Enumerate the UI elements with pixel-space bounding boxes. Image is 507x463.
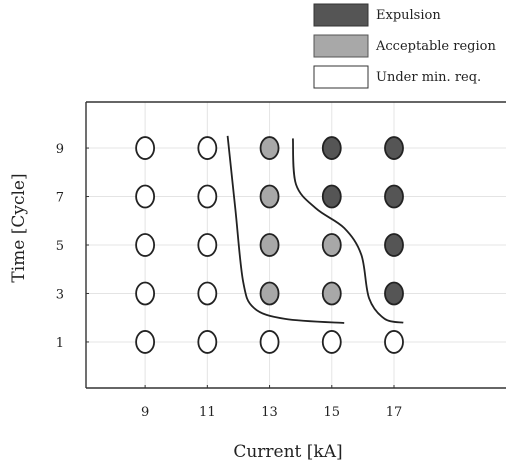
legend-item-under: Under min. req. xyxy=(313,65,481,89)
legend-label-acceptable: Acceptable region xyxy=(375,39,496,54)
data-point-acceptable xyxy=(259,233,280,257)
y-tick-label: 9 xyxy=(56,142,64,157)
data-point-under xyxy=(135,184,156,209)
y-tick-label: 5 xyxy=(56,239,64,254)
data-point-under xyxy=(384,330,404,354)
data-point-under xyxy=(135,233,156,257)
y-tick-label: 7 xyxy=(56,191,64,206)
boundary-curves xyxy=(226,135,404,324)
x-tick-label: 17 xyxy=(386,405,403,420)
x-tick-label: 13 xyxy=(261,405,278,420)
legend-label-expulsion: Expulsion xyxy=(376,8,441,23)
legend-label-under: Under min. req. xyxy=(376,70,481,85)
data-point-under xyxy=(135,281,156,306)
data-point-acceptable xyxy=(321,233,342,257)
x-tick-label: 11 xyxy=(199,405,216,420)
legend-item-acceptable: Acceptable region xyxy=(313,34,496,58)
min-requirement-boundary xyxy=(226,135,345,324)
x-axis-title: Current [kA] xyxy=(233,442,342,462)
data-point-under xyxy=(259,330,280,354)
legend-swatch-expulsion xyxy=(313,3,369,27)
x-tick-label: 15 xyxy=(324,405,341,420)
data-points xyxy=(135,136,404,354)
legend-swatch-under xyxy=(313,65,369,89)
data-point-under xyxy=(197,233,218,257)
data-point-acceptable xyxy=(259,281,280,306)
y-tick-labels: 1 3 5 7 9 xyxy=(56,142,89,351)
y-tick-label: 1 xyxy=(56,336,64,351)
legend: Expulsion Acceptable region Under min. r… xyxy=(313,3,496,89)
legend-swatch-acceptable xyxy=(313,34,369,58)
x-tick-label: 9 xyxy=(141,405,149,420)
data-point-under xyxy=(197,281,218,306)
data-point-expulsion xyxy=(321,136,342,160)
data-point-expulsion xyxy=(384,184,404,209)
data-point-expulsion xyxy=(384,281,404,306)
data-point-under xyxy=(197,330,218,354)
expulsion-boundary xyxy=(292,138,404,324)
data-point-under xyxy=(197,184,218,209)
x-tick-labels: 9 11 13 15 17 xyxy=(141,385,402,420)
data-point-expulsion xyxy=(321,184,342,209)
data-point-under xyxy=(135,330,156,354)
legend-item-expulsion: Expulsion xyxy=(313,3,441,27)
data-point-under xyxy=(197,136,218,160)
data-point-acceptable xyxy=(259,184,280,209)
data-point-expulsion xyxy=(384,233,404,257)
data-point-acceptable xyxy=(321,281,342,306)
data-point-expulsion xyxy=(384,136,404,160)
data-point-acceptable xyxy=(259,136,280,160)
y-tick-label: 3 xyxy=(56,287,64,302)
data-point-under xyxy=(321,330,342,354)
data-point-under xyxy=(135,136,156,160)
y-axis-title: Time [Cycle] xyxy=(9,173,29,282)
